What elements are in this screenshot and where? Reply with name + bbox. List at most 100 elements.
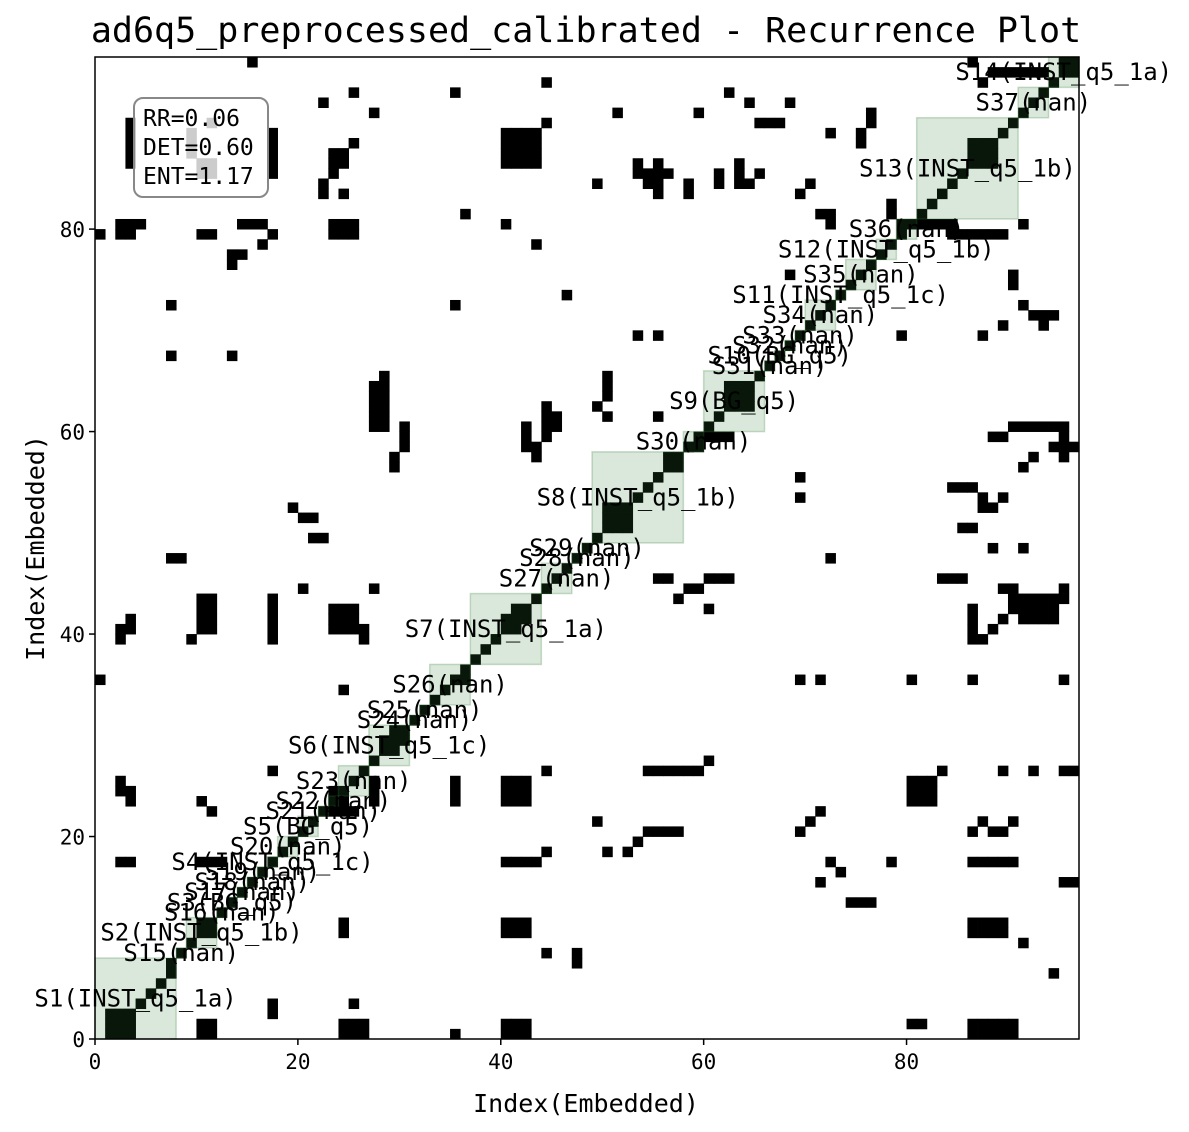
recurrence-cell — [744, 178, 755, 189]
recurrence-cell — [734, 178, 745, 189]
recurrence-cell — [237, 218, 248, 230]
recurrence-cell — [713, 411, 725, 422]
recurrence-cell — [267, 765, 278, 777]
recurrence-cell — [450, 785, 461, 797]
recurrence-cell — [1028, 67, 1039, 78]
recurrence-cell — [926, 198, 938, 210]
recurrence-cell — [267, 168, 278, 179]
recurrence-cell — [977, 229, 989, 240]
segment-label: S4(INST_q5_1c) — [171, 848, 373, 876]
recurrence-cell — [784, 269, 796, 281]
recurrence-cell — [115, 229, 126, 240]
recurrence-cell — [592, 532, 603, 544]
segment-label: S16(nan) — [164, 898, 280, 926]
recurrence-cell — [399, 725, 410, 736]
recurrence-cell — [1028, 593, 1039, 605]
recurrence-cell — [1058, 421, 1070, 432]
recurrence-cell — [521, 137, 532, 149]
recurrence-cell — [744, 391, 755, 402]
x-tick-label: 20 — [285, 1050, 310, 1074]
recurrence-cell — [348, 806, 360, 817]
recurrence-cell — [541, 401, 552, 412]
recurrence-cell — [957, 522, 968, 534]
recurrence-cell — [642, 826, 654, 837]
recurrence-cell — [166, 968, 177, 979]
recurrence-cell — [703, 603, 715, 615]
recurrence-cell — [896, 218, 907, 230]
recurrence-cell — [906, 785, 918, 797]
recurrence-cell — [602, 512, 613, 524]
recurrence-cell — [967, 1028, 978, 1040]
segment-label: S30(nan) — [636, 428, 752, 456]
segment-box — [571, 552, 583, 564]
segment-label: S36(nan) — [849, 215, 965, 243]
recurrence-cell — [115, 1028, 126, 1040]
recurrence-cell — [368, 380, 380, 392]
recurrence-cell — [500, 613, 512, 625]
recurrence-cell — [176, 947, 187, 959]
recurrence-cell — [267, 623, 278, 635]
recurrence-cell — [673, 826, 684, 837]
recurrence-cell — [125, 117, 136, 129]
recurrence-cell — [1068, 765, 1080, 777]
recurrence-cell — [632, 492, 644, 503]
recurrence-cell — [500, 775, 512, 787]
segment-box — [875, 238, 898, 261]
recurrence-cell — [997, 67, 1009, 78]
recurrence-cell — [348, 775, 360, 787]
segment-box — [895, 218, 918, 240]
recurrence-cell — [947, 573, 958, 584]
recurrence-cell — [480, 644, 492, 655]
recurrence-cell — [379, 421, 390, 432]
recurrence-cell — [774, 350, 786, 362]
recurrence-cell — [602, 411, 613, 422]
recurrence-cell — [196, 623, 207, 635]
recurrence-cell — [561, 563, 573, 574]
recurrence-cell — [521, 1018, 532, 1030]
recurrence-cell — [1028, 97, 1039, 109]
recurrence-cell — [267, 137, 278, 149]
recurrence-cell — [531, 441, 542, 453]
recurrence-cell — [541, 77, 552, 88]
recurrence-cell — [358, 634, 370, 645]
recurrence-cell — [1038, 421, 1049, 432]
recurrence-cell — [794, 674, 806, 686]
recurrence-cell — [125, 623, 136, 635]
recurrence-cell — [1038, 320, 1049, 331]
recurrence-cell — [693, 765, 705, 777]
recurrence-cell — [125, 127, 136, 139]
recurrence-cell — [125, 1018, 136, 1030]
recurrence-cell — [338, 785, 349, 797]
recurrence-cell — [642, 178, 654, 189]
recurrence-cell — [216, 907, 228, 918]
recurrence-cell — [267, 603, 278, 615]
segment-box — [226, 896, 238, 909]
recurrence-cell — [967, 229, 978, 240]
recurrence-cell — [450, 674, 461, 686]
recurrence-cell — [379, 411, 390, 422]
recurrence-cell — [612, 522, 623, 534]
recurrence-cell — [693, 107, 705, 119]
recurrence-cell — [145, 988, 157, 999]
recurrence-cell — [196, 796, 207, 807]
recurrence-cell — [1018, 593, 1029, 605]
segment-box — [834, 289, 847, 301]
recurrence-cell — [460, 664, 471, 675]
recurrence-cell — [886, 239, 897, 250]
recurrence-cell — [328, 218, 339, 230]
x-axis-label: Index(Embedded) — [473, 1089, 699, 1118]
x-axis-ticks: 0 20 40 60 80 — [89, 1039, 919, 1074]
recurrence-cell — [936, 573, 948, 584]
recurrence-cell — [338, 796, 349, 807]
segment-box — [408, 714, 421, 726]
recurrence-cell — [267, 158, 278, 169]
recurrence-cell — [987, 826, 999, 837]
recurrence-cell — [845, 279, 857, 291]
recurrence-cell — [987, 927, 999, 939]
recurrence-cell — [1068, 67, 1080, 78]
recurrence-cell — [663, 168, 674, 179]
recurrence-cell — [683, 188, 694, 200]
segment-box — [215, 906, 228, 919]
recurrence-cell — [338, 1028, 349, 1040]
recurrence-cell — [713, 178, 725, 189]
